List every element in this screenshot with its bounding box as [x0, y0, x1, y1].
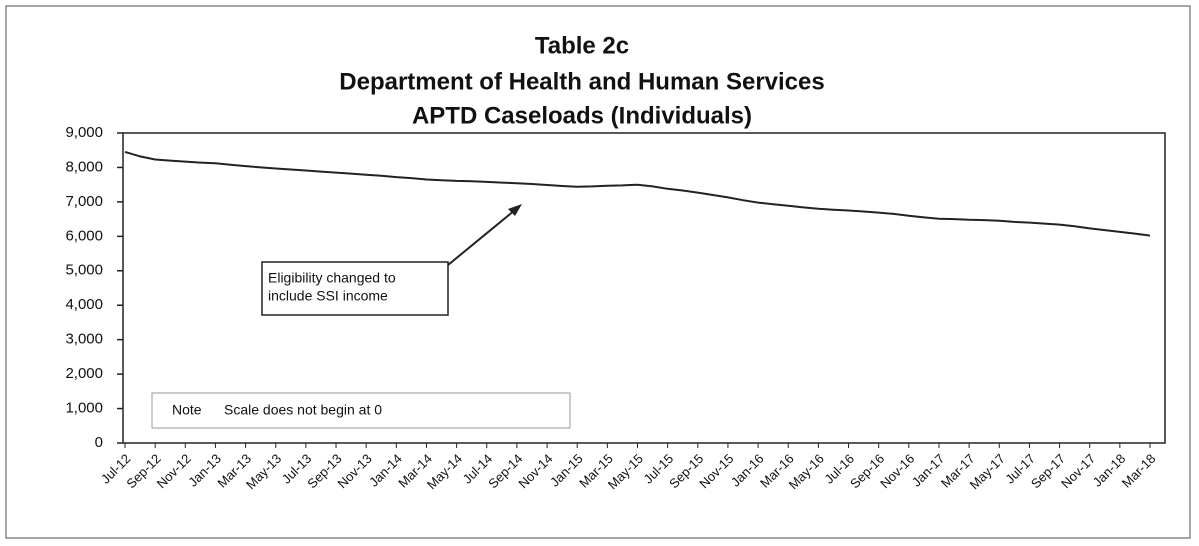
- note-text: Scale does not begin at 0: [224, 402, 382, 418]
- chart-title: Department of Health and Human Services: [339, 68, 824, 95]
- y-tick-label: 3,000: [65, 331, 103, 348]
- y-tick-label: 7,000: [65, 193, 103, 210]
- plot-frame: [122, 132, 1166, 444]
- chart-title: Table 2c: [535, 32, 629, 59]
- line-series: [124, 150, 1151, 237]
- annotation: include SSI income: [268, 288, 388, 304]
- x-tick-label: Nov-13: [334, 451, 374, 491]
- chart-title: APTD Caseloads (Individuals): [412, 102, 752, 129]
- note-box: [151, 392, 571, 429]
- y-tick-label: 0: [95, 434, 103, 451]
- x-tick-label: Nov-15: [696, 451, 736, 491]
- figure-border: [5, 5, 1191, 539]
- y-tick-label: 4,000: [65, 296, 103, 313]
- annotation-box: [261, 261, 449, 316]
- y-tick-label: 9,000: [65, 124, 103, 141]
- x-tick-label: Nov-16: [877, 451, 917, 491]
- y-tick-label: 6,000: [65, 227, 103, 244]
- y-tick-label: 8,000: [65, 158, 103, 175]
- note-label: Note: [172, 402, 202, 418]
- x-tick-label: Nov-17: [1058, 451, 1098, 491]
- x-tick-label: Nov-12: [154, 451, 194, 491]
- y-tick-label: 5,000: [65, 262, 103, 279]
- y-tick-label: 1,000: [65, 400, 103, 417]
- x-tick-label: Nov-14: [515, 451, 555, 491]
- arrow-head: [508, 204, 522, 216]
- arrow: [447, 209, 516, 266]
- annotation: Eligibility changed to: [268, 270, 396, 286]
- y-tick-label: 2,000: [65, 365, 103, 382]
- x-tick-label: Mar-18: [1119, 451, 1159, 491]
